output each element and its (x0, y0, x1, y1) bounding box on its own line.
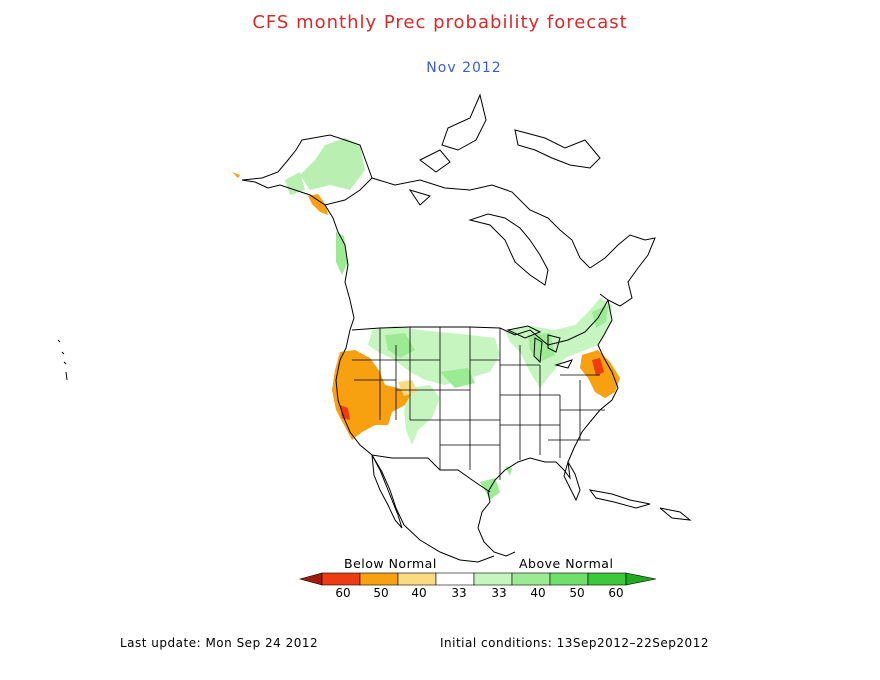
legend-tick: 33 (451, 586, 466, 600)
legend-tick: 40 (530, 586, 545, 600)
legend-bin-below-33 (397, 572, 437, 586)
legend-bin-above-50 (549, 572, 589, 586)
legend-cap-above (625, 572, 657, 586)
legend-below-label: Below Normal (344, 556, 437, 571)
lake-huron (547, 334, 561, 353)
lake-michigan (533, 337, 543, 364)
coast-arctic (371, 177, 591, 269)
legend-tick: 40 (411, 586, 426, 600)
coast-labrador (589, 234, 656, 307)
legend-tick: 50 (569, 586, 584, 600)
legend: 60 50 40 33 33 40 50 60 (298, 572, 657, 600)
legend-tick: 33 (491, 586, 506, 600)
map-subtitle: Nov 2012 (426, 60, 502, 76)
coast-pacific (324, 204, 405, 526)
coast-cuba (588, 489, 651, 509)
shade-alaska-above (300, 138, 365, 190)
coast-hudson-bay (468, 213, 549, 286)
legend-bin-normal (435, 572, 475, 586)
border-us-mexico (371, 454, 491, 493)
coast-hawaii (57, 339, 68, 381)
coast-alaska (241, 134, 373, 206)
coast-florida (563, 460, 581, 502)
state-borders (352, 327, 605, 480)
coast-greenland (514, 129, 601, 169)
lake-erie (554, 359, 573, 369)
map-title: CFS monthly Prec probability forecast (252, 12, 628, 33)
legend-above-label: Above Normal (519, 556, 614, 571)
initial-conditions-text: Initial conditions: 13Sep2012–22Sep2012 (440, 636, 709, 650)
legend-bin-below-40 (359, 572, 399, 586)
last-update-text: Last update: Mon Sep 24 2012 (120, 636, 319, 650)
legend-bin-above-40 (511, 572, 551, 586)
coast-atlantic (487, 299, 619, 503)
map-outlines (57, 93, 692, 563)
legend-bin-below-50 (321, 572, 361, 586)
coast-gulf (477, 501, 516, 557)
legend-bin-above-60 (587, 572, 627, 586)
legend-tick: 60 (335, 586, 350, 600)
legend-tick: 60 (608, 586, 623, 600)
shaded-areas (232, 138, 620, 500)
legend-tick: 50 (373, 586, 388, 600)
legend-cap-below (298, 572, 323, 586)
shade-panhandle-below (308, 194, 328, 215)
lake-superior (506, 325, 542, 339)
legend-bin-above-33 (473, 572, 513, 586)
